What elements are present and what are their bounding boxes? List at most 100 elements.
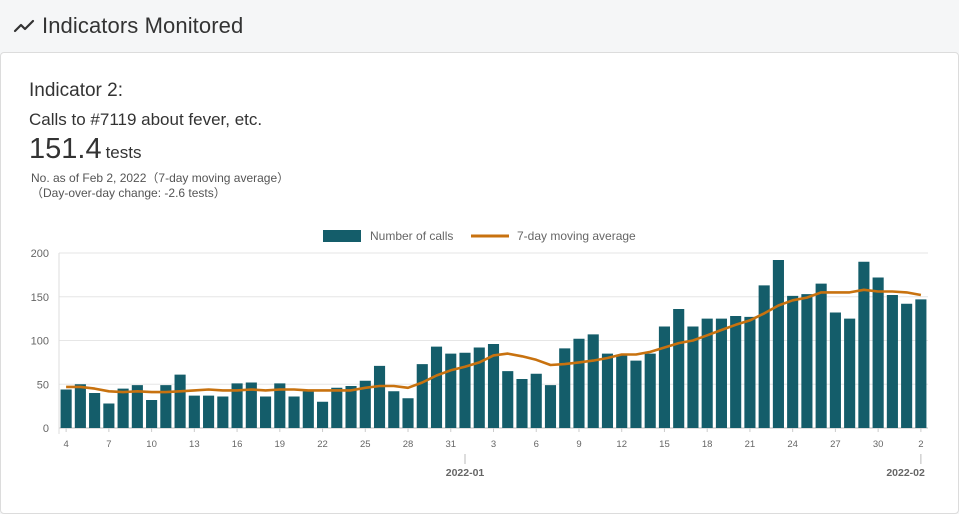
bar [502, 371, 514, 428]
x-tick-label: 15 [659, 439, 670, 450]
y-tick-label: 0 [43, 423, 49, 435]
y-tick-label: 150 [31, 292, 49, 304]
x-tick-label: 30 [873, 439, 884, 450]
y-tick-label: 200 [31, 248, 49, 260]
x-tick-label: 28 [403, 439, 414, 450]
x-axis: 4 7 10 13 16 19 22 25 28 31 3 6 9 12 15 18 21 24 27 30 2 2022… [63, 428, 925, 479]
bar [815, 283, 827, 428]
legend-label-average: 7-day moving average [517, 229, 636, 243]
bar [331, 387, 343, 428]
bar [188, 395, 200, 428]
bar [74, 384, 86, 428]
x-tick-label: 18 [702, 439, 713, 450]
bar [402, 398, 414, 428]
x-tick-label: 3 [491, 439, 496, 450]
chart-legend: Number of calls 7-day moving average [323, 229, 636, 243]
x-tick-label: 13 [189, 439, 200, 450]
bar [316, 401, 329, 428]
bar [658, 326, 671, 428]
bar [459, 352, 471, 428]
line-series [66, 288, 922, 394]
bar [302, 391, 314, 428]
x-tick-label: 31 [445, 439, 456, 450]
bar [445, 353, 457, 428]
bar [886, 295, 898, 428]
x-tick-label: 22 [317, 439, 328, 450]
bar [587, 334, 599, 428]
bar [872, 277, 884, 428]
indicator-unit: tests [105, 143, 142, 162]
bar [416, 364, 428, 428]
x-tick-label: 9 [576, 439, 581, 450]
bar [260, 396, 272, 428]
bar [844, 318, 856, 428]
y-axis: 0 50 100 150 200 [31, 248, 60, 435]
bar [274, 383, 286, 428]
bar [231, 383, 243, 428]
bar [744, 316, 756, 428]
bar [787, 295, 799, 428]
bar [203, 395, 215, 428]
bar [131, 385, 143, 428]
indicator-as-of: No. as of Feb 2, 2022（7-day moving avera… [31, 171, 290, 185]
moving-average-line [66, 288, 922, 394]
x-tick-label: 7 [106, 439, 111, 450]
indicator-value-row: 151.4 tests [29, 133, 141, 166]
bar [701, 318, 713, 428]
bar [103, 403, 115, 428]
bar [245, 382, 257, 428]
x-tick-label: 19 [275, 439, 286, 450]
legend-label-calls: Number of calls [370, 229, 453, 243]
x-tick-label: 25 [360, 439, 371, 450]
bar [630, 360, 642, 428]
x-tick-label: 6 [534, 439, 539, 450]
indicator-card: Indicator 2: Calls to #7119 about fever,… [0, 52, 959, 514]
x-tick-label: 24 [787, 439, 798, 450]
y-tick-label: 50 [37, 379, 49, 391]
bar [174, 374, 186, 428]
bar [89, 393, 101, 428]
bar [858, 261, 870, 428]
x-tick-label: 16 [232, 439, 243, 450]
x-tick-label: 2 [918, 439, 923, 450]
bar [601, 353, 614, 428]
x-major-label: 2022-02 [886, 467, 925, 479]
bar [772, 260, 784, 428]
bar [901, 303, 913, 428]
indicator-label: Indicator 2: [29, 80, 123, 101]
bar [715, 318, 727, 428]
page-title: Indicators Monitored [42, 13, 244, 38]
x-tick-label: 21 [745, 439, 756, 450]
page-header: Indicators Monitored [0, 0, 959, 52]
bar [730, 316, 742, 428]
x-tick-label: 10 [146, 439, 157, 450]
bar [673, 309, 685, 428]
bar [516, 379, 528, 428]
bar [146, 400, 158, 428]
bar [487, 344, 500, 428]
bar-series [60, 260, 927, 428]
bar [530, 373, 542, 428]
bar [687, 326, 699, 428]
y-tick-label: 100 [31, 336, 49, 348]
trend-line-icon [13, 19, 35, 33]
bar [758, 285, 770, 428]
bar [616, 354, 628, 428]
bar [915, 299, 927, 428]
x-tick-label: 27 [830, 439, 841, 450]
bar [359, 380, 371, 428]
bar [117, 388, 129, 428]
bar [373, 365, 386, 428]
bar [60, 389, 72, 428]
indicator-value: 151.4 [29, 133, 102, 165]
bar [345, 386, 357, 428]
bar [573, 338, 585, 428]
bar [160, 385, 172, 428]
bar [288, 396, 300, 428]
calls-chart: Number of calls 7-day moving average 0 50 1… [31, 229, 928, 479]
indicator-change: （Day-over-day change: -2.6 tests） [31, 186, 226, 200]
bar [217, 396, 229, 428]
x-major-label: 2022-01 [446, 467, 485, 479]
bar [644, 353, 656, 428]
bar [430, 346, 443, 428]
